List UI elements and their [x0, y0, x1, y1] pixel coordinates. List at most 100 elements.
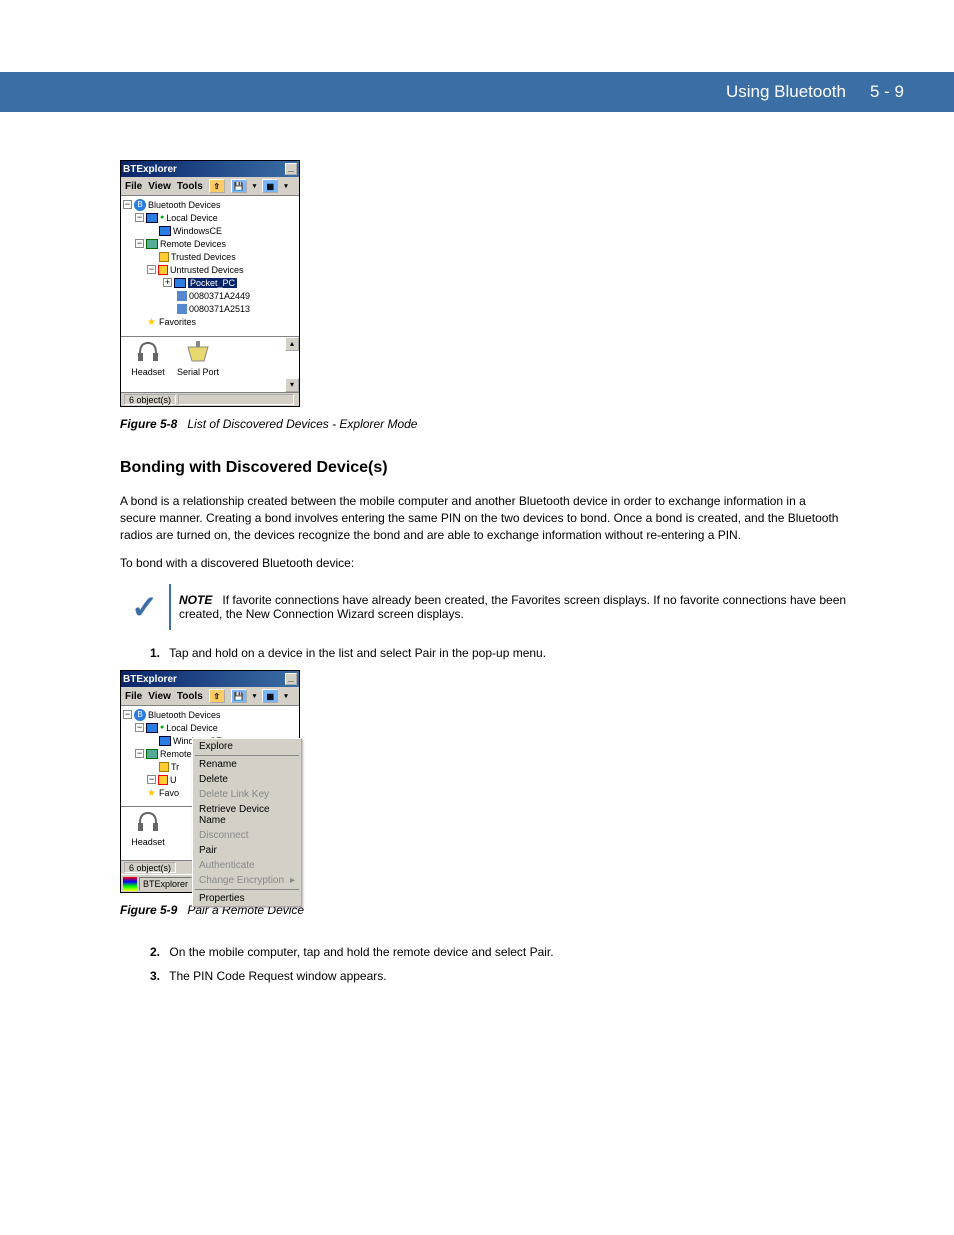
expander-icon[interactable]: −: [147, 265, 156, 274]
figure-1-caption: Figure 5-8 List of Discovered Devices - …: [120, 417, 880, 431]
service-headset[interactable]: Headset: [123, 339, 173, 377]
computer-icon: [159, 736, 171, 746]
save-icon[interactable]: 💾: [231, 689, 247, 703]
menu-explore[interactable]: Explore: [193, 739, 301, 754]
menu-view[interactable]: View: [148, 691, 171, 702]
view-mode-icon[interactable]: ▦: [262, 179, 278, 193]
menu-file[interactable]: File: [125, 181, 142, 192]
menu-properties[interactable]: Properties: [193, 891, 301, 906]
serial-port-icon: [184, 339, 212, 365]
menu-tools[interactable]: Tools: [177, 691, 203, 702]
expander-icon[interactable]: −: [135, 239, 144, 248]
selected-item[interactable]: Pocket_PC: [188, 278, 237, 288]
service-serial[interactable]: Serial Port: [173, 339, 223, 377]
star-icon: ★: [147, 788, 157, 798]
local-child: WindowsCE: [173, 226, 222, 236]
expander-icon[interactable]: −: [135, 723, 144, 732]
partial-tr: Tr: [171, 762, 179, 772]
lock-open-icon: [158, 775, 168, 785]
minimize-button[interactable]: _: [285, 163, 297, 175]
window-title: BTExplorer: [123, 674, 177, 685]
partial-u: U: [170, 775, 177, 785]
taskbar-app[interactable]: BTExplorer: [139, 877, 192, 891]
expander-icon[interactable]: −: [135, 213, 144, 222]
menu-pair[interactable]: Pair: [193, 843, 301, 858]
headset-icon: [134, 809, 162, 835]
step-2: 2. On the mobile computer, tap and hold …: [150, 945, 880, 959]
note-block: ✓ NOTE If favorite connections have alre…: [120, 584, 880, 630]
device-icon: [177, 291, 187, 301]
services-pane: Headset Serial Port ▴ ▾: [121, 336, 299, 392]
bluetooth-icon: B: [134, 709, 146, 721]
scroll-up-icon[interactable]: ▴: [285, 337, 299, 351]
up-folder-icon[interactable]: ⇧: [209, 179, 225, 193]
figure-num: Figure 5-9: [120, 903, 177, 917]
service-label: Headset: [123, 367, 173, 377]
menubar: File View Tools ⇧ 💾 ▾ ▦ ▾: [121, 687, 299, 706]
tree-root: Bluetooth Devices: [148, 200, 221, 210]
dropdown-icon[interactable]: ▾: [253, 182, 257, 190]
computer-icon: [174, 278, 186, 288]
computer-icon: [146, 213, 158, 223]
step-num: 1.: [150, 646, 160, 660]
menu-delete-link-key: Delete Link Key: [193, 787, 301, 802]
para-1: A bond is a relationship created between…: [120, 493, 880, 543]
untrusted-devices: Untrusted Devices: [170, 265, 244, 275]
remote-devices: Remote Devices: [160, 239, 226, 249]
lock-icon: [159, 762, 169, 772]
dropdown2-icon[interactable]: ▾: [284, 692, 288, 700]
step-num: 3.: [150, 969, 160, 983]
menu-disconnect: Disconnect: [193, 828, 301, 843]
devices-icon: [146, 239, 158, 249]
figure-num: Figure 5-8: [120, 417, 177, 431]
expander-icon[interactable]: −: [123, 200, 132, 209]
expander-icon[interactable]: −: [123, 710, 132, 719]
content: BTExplorer _ File View Tools ⇧ 💾 ▾ ▦ ▾ −…: [120, 160, 880, 993]
start-icon[interactable]: [123, 877, 137, 891]
view-mode-icon[interactable]: ▦: [262, 689, 278, 703]
trusted-devices: Trusted Devices: [171, 252, 236, 262]
dropdown-icon[interactable]: ▾: [253, 692, 257, 700]
step-1: 1. Tap and hold on a device in the list …: [150, 646, 880, 660]
menubar: File View Tools ⇧ 💾 ▾ ▦ ▾: [121, 177, 299, 196]
local-device: Local Device: [166, 723, 218, 733]
dropdown2-icon[interactable]: ▾: [284, 182, 288, 190]
header-section: Using Bluetooth: [726, 82, 846, 102]
up-folder-icon[interactable]: ⇧: [209, 689, 225, 703]
scroll-down-icon[interactable]: ▾: [285, 378, 299, 392]
subsection-title: Bonding with Discovered Device(s): [120, 459, 880, 477]
note-label: NOTE: [179, 593, 212, 607]
header-page: 5 - 9: [870, 82, 904, 102]
menu-rename[interactable]: Rename: [193, 757, 301, 772]
device-2: 0080371A2513: [189, 304, 250, 314]
step-text: The PIN Code Request window appears.: [169, 969, 386, 983]
expander-icon[interactable]: +: [163, 278, 172, 287]
menu-delete[interactable]: Delete: [193, 772, 301, 787]
save-icon[interactable]: 💾: [231, 179, 247, 193]
step-3: 3. The PIN Code Request window appears.: [150, 969, 880, 983]
menu-view[interactable]: View: [148, 181, 171, 192]
expander-icon[interactable]: −: [147, 775, 156, 784]
window-title: BTExplorer: [123, 164, 177, 175]
lock-icon: [159, 252, 169, 262]
step-text: On the mobile computer, tap and hold the…: [169, 945, 553, 959]
service-headset[interactable]: Headset: [123, 809, 173, 847]
device-1: 0080371A2449: [189, 291, 250, 301]
menu-retrieve-name[interactable]: Retrieve Device Name: [193, 802, 301, 828]
menu-file[interactable]: File: [125, 691, 142, 702]
step-text: Tap and hold on a device in the list and…: [169, 646, 546, 660]
service-label: Serial Port: [173, 367, 223, 377]
tree-view[interactable]: − B Bluetooth Devices − ● Local Device W…: [121, 196, 299, 336]
favorites: Favorites: [159, 317, 196, 327]
page-header: Using Bluetooth 5 - 9: [0, 72, 954, 112]
menu-tools[interactable]: Tools: [177, 181, 203, 192]
computer-icon: [146, 723, 158, 733]
minimize-button[interactable]: _: [285, 673, 297, 685]
para-2: To bond with a discovered Bluetooth devi…: [120, 555, 880, 572]
expander-icon[interactable]: −: [135, 749, 144, 758]
devices-icon: [146, 749, 158, 759]
favorites: Favo: [159, 788, 179, 798]
star-icon: ★: [147, 317, 157, 327]
headset-icon: [134, 339, 162, 365]
titlebar: BTExplorer _: [121, 161, 299, 177]
